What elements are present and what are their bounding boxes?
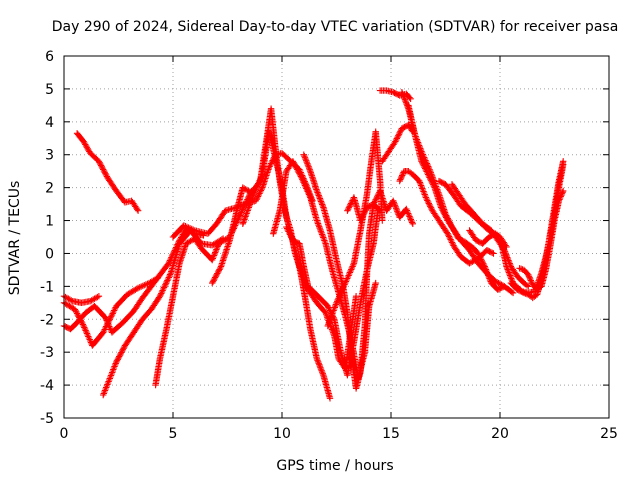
series-arc1: [73, 130, 142, 214]
series-arc6: [152, 187, 255, 389]
y-tick-label: 0: [45, 246, 54, 262]
series-arc24: [516, 187, 567, 293]
y-tick-label: -1: [40, 279, 54, 295]
x-tick-label: 0: [60, 426, 69, 442]
y-tick-label: 6: [45, 49, 54, 65]
marker-trail: [152, 187, 255, 389]
y-tick-label: -4: [40, 378, 54, 394]
x-tick-label: 25: [600, 426, 618, 442]
series-arc14: [344, 187, 416, 227]
series-arc19: [405, 102, 517, 297]
x-tick-label: 20: [491, 426, 509, 442]
x-tick-label: 10: [273, 426, 291, 442]
y-tick-label: 3: [45, 148, 54, 164]
marker-trail: [516, 187, 567, 293]
y-axis-label: SDTVAR / TECUs: [7, 181, 23, 296]
data-marks: [60, 87, 567, 402]
marker-trail: [448, 181, 532, 290]
y-tick-label: -2: [40, 312, 54, 328]
y-tick-label: 2: [45, 181, 54, 197]
y-tick-label: -3: [40, 345, 54, 361]
tick-marks: 0 5 10 15 20 25 -5 -4 -3 -2 -1 0 1 2 3 4 5 6: [40, 49, 618, 442]
marker-trail: [344, 187, 416, 227]
series-arc12: [300, 151, 384, 392]
series-arc21: [448, 181, 532, 290]
y-tick-label: 4: [45, 115, 54, 131]
marker-trail: [73, 130, 142, 214]
x-tick-label: 5: [169, 426, 178, 442]
y-tick-label: 1: [45, 214, 54, 230]
y-tick-label: 5: [45, 82, 54, 98]
y-tick-label: -5: [40, 411, 54, 427]
chart-title: Day 290 of 2024, Sidereal Day-to-day VTE…: [52, 19, 619, 35]
marker-trail: [405, 102, 517, 297]
x-tick-label: 15: [382, 426, 400, 442]
x-axis-label: GPS time / hours: [276, 458, 393, 474]
plot-frame: [63, 55, 610, 419]
marker-trail: [300, 151, 384, 392]
